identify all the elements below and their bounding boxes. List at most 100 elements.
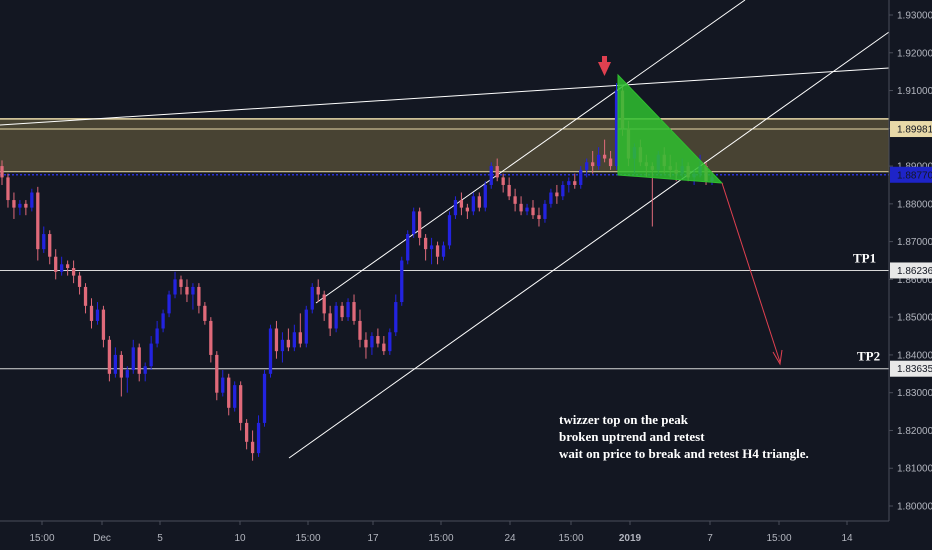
candle-body xyxy=(179,279,183,287)
candle-body xyxy=(418,211,422,238)
price-tag xyxy=(890,262,932,279)
candle-body xyxy=(54,256,58,272)
x-tick-label: 5 xyxy=(157,533,163,544)
x-tick-label: 24 xyxy=(504,533,516,544)
candle-body xyxy=(113,354,118,374)
candle-body xyxy=(24,203,28,208)
resistance-zone xyxy=(0,118,889,172)
x-tick-label: 15:00 xyxy=(295,533,320,544)
candle-body xyxy=(447,215,452,246)
x-tick-label: 15:00 xyxy=(29,533,54,544)
candle-body xyxy=(304,309,308,344)
price-tag xyxy=(890,166,932,183)
candle-body xyxy=(12,200,16,208)
candle-body xyxy=(131,347,135,371)
candle-body xyxy=(388,332,392,352)
resistance-zone-layer xyxy=(0,118,889,173)
candle-body xyxy=(125,370,129,378)
candle-body xyxy=(543,203,547,219)
candle-body xyxy=(435,245,440,257)
candle-body xyxy=(370,336,374,348)
candle-body xyxy=(173,279,177,295)
candle-body xyxy=(36,192,40,250)
candle-body xyxy=(322,294,326,314)
candle-body xyxy=(519,203,523,212)
candle-body xyxy=(453,200,458,216)
y-tick-label: 1.91000 xyxy=(897,86,932,97)
candle-body xyxy=(95,309,100,321)
candle-body xyxy=(155,328,159,344)
candle-body xyxy=(364,339,368,348)
x-tick-label: 17 xyxy=(367,533,379,544)
candle-body xyxy=(0,166,4,178)
x-tick-label: 14 xyxy=(841,533,853,544)
x-tick-label: 2019 xyxy=(619,533,642,544)
x-tick-label: Dec xyxy=(93,533,111,544)
candle-body xyxy=(328,313,332,329)
candle-body xyxy=(107,339,112,374)
candles-layer xyxy=(0,82,714,461)
candle-body xyxy=(83,286,88,306)
candle-body xyxy=(191,286,195,295)
candle-body xyxy=(316,286,320,295)
candle-body xyxy=(262,373,267,423)
candle-body xyxy=(286,339,291,348)
candle-body xyxy=(465,207,470,212)
y-tick-label: 1.83000 xyxy=(897,388,932,399)
candle-body xyxy=(274,328,279,352)
candle-body xyxy=(501,177,505,185)
price-tag-label: 1.86236 xyxy=(897,266,932,277)
candle-body xyxy=(525,207,529,212)
candle-body xyxy=(477,196,481,208)
candle-body xyxy=(137,347,141,374)
candle-body xyxy=(250,441,255,454)
x-tick-label: 15:00 xyxy=(766,533,791,544)
candle-body xyxy=(239,385,243,423)
candle-body xyxy=(298,332,302,344)
candle-body xyxy=(185,286,189,295)
candle-body xyxy=(394,302,398,333)
candle-body xyxy=(567,181,571,185)
candle-body xyxy=(233,385,237,408)
channel-lower-line xyxy=(288,31,890,459)
peak-arrow-stem xyxy=(602,56,607,64)
horizontal-levels-layer xyxy=(0,174,889,370)
candle-body xyxy=(161,313,165,329)
candle-body xyxy=(483,184,487,208)
candle-body xyxy=(77,275,82,287)
candle-body xyxy=(101,309,106,340)
candle-body xyxy=(203,305,207,321)
projection-arrow-head xyxy=(772,349,783,366)
candle-body xyxy=(244,422,249,442)
candle-body xyxy=(209,320,213,355)
x-tick-label: 7 xyxy=(707,533,713,544)
candle-body xyxy=(167,294,171,314)
annotations-layer: TP1 TP2 twizzer top on the peak broken uptr… xyxy=(559,56,880,461)
note-line: broken uptrend and retest xyxy=(559,429,705,444)
candle-body xyxy=(489,166,493,185)
projection-arrow-line xyxy=(721,182,781,363)
candle-body xyxy=(614,90,619,167)
candle-body xyxy=(471,196,475,212)
candle-body xyxy=(89,305,94,321)
candle-body xyxy=(608,158,613,167)
candle-body xyxy=(60,264,64,272)
candle-body xyxy=(221,377,225,393)
y-tick-label: 1.92000 xyxy=(897,48,932,59)
triangle-pattern xyxy=(617,73,724,184)
candle-body xyxy=(400,260,404,303)
candle-body xyxy=(602,154,607,159)
candle-body xyxy=(65,264,70,269)
candle-body xyxy=(149,343,153,367)
note-line: twizzer top on the peak xyxy=(559,412,689,427)
candle-body xyxy=(561,184,565,197)
candle-body xyxy=(30,192,34,208)
candle-body xyxy=(507,184,511,197)
candle-body xyxy=(310,286,314,310)
candle-body xyxy=(585,162,589,170)
channel-upper-line xyxy=(315,0,746,304)
candle-body xyxy=(352,302,356,321)
candle-body xyxy=(573,181,577,185)
